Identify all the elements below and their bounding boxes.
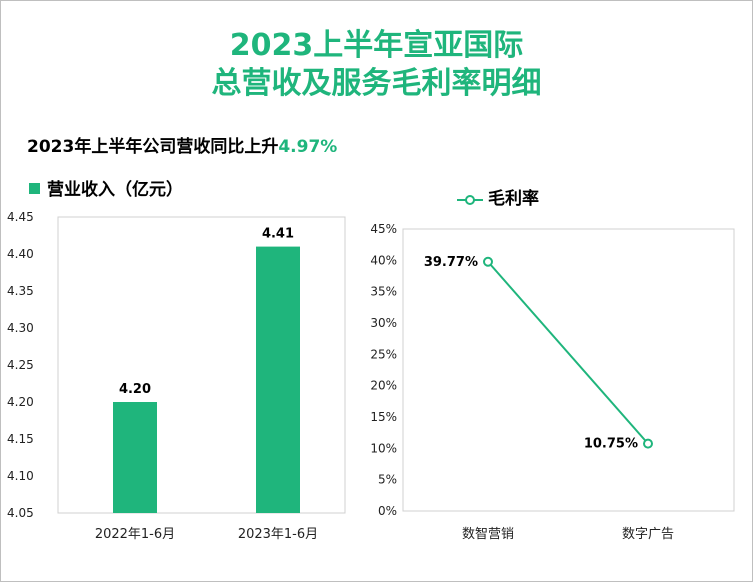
line-y-tick-label: 35%	[370, 285, 397, 299]
bar-legend: 营业收入（亿元）	[29, 175, 183, 200]
bar-legend-label: 营业收入（亿元）	[47, 180, 183, 200]
line-chart: 0% 5% 10% 15% 20% 25% 30% 35% 40% 45% 39.77% 数智营销 10…	[370, 222, 735, 542]
bar	[113, 402, 157, 513]
bar-y-tick-label: 4.25	[7, 358, 34, 372]
line-y-tick-label: 15%	[370, 410, 397, 424]
line-y-tick-label: 40%	[370, 253, 397, 267]
bar-y-tick-label: 4.20	[7, 395, 34, 409]
subtitle: 2023年上半年公司营收同比上升4.97%	[27, 132, 337, 157]
line-legend-label: 毛利率	[488, 189, 539, 209]
bar-x-tick-label: 2022年1-6月	[95, 527, 175, 542]
subtitle-highlight: 4.97%	[278, 137, 338, 157]
line-value-label: 39.77%	[424, 255, 478, 270]
subtitle-prefix: 2023年上半年公司营收同比上升	[27, 137, 279, 157]
bar-x-tick-label: 2023年1-6月	[238, 527, 318, 542]
bar-chart: 4.05 4.10 4.15 4.20 4.25 4.30 4.35 4.40 4.45 4.20…	[7, 210, 346, 542]
bar-y-tick-label: 4.45	[7, 210, 34, 224]
bar-value-label: 4.41	[262, 227, 294, 242]
line-y-tick-label: 10%	[370, 441, 397, 455]
bar-y-tick-label: 4.10	[7, 469, 34, 483]
bar-plot-border	[57, 216, 346, 514]
line-y-tick-label: 20%	[370, 379, 397, 393]
bar-legend-swatch	[29, 183, 40, 194]
bar-y-tick-label: 4.30	[7, 321, 34, 335]
bar-value-label: 4.20	[119, 382, 151, 397]
line-value-label: 10.75%	[584, 437, 638, 452]
chart-title-line2: 总营收及服务毛利率明细	[211, 66, 542, 101]
bar-y-tick-label: 4.40	[7, 247, 34, 261]
bar-y-tick-label: 4.35	[7, 284, 34, 298]
line-y-tick-label: 45%	[370, 222, 397, 236]
line-y-tick-label: 5%	[378, 473, 397, 487]
line-plot-border	[402, 228, 735, 512]
line-legend-marker-icon	[457, 195, 483, 205]
line-x-tick-label: 数智营销	[462, 527, 514, 542]
line-y-tick-label: 30%	[370, 316, 397, 330]
line-series	[487, 261, 649, 445]
line-legend: 毛利率	[457, 184, 539, 209]
chart-title-line1: 2023上半年宣亚国际	[229, 28, 524, 63]
line-x-tick-label: 数字广告	[622, 527, 674, 542]
line-y-tick-label: 25%	[370, 347, 397, 361]
bar-y-tick-label: 4.15	[7, 432, 34, 446]
line-point	[643, 438, 653, 449]
line-y-tick-label: 0%	[378, 504, 397, 518]
bar-y-tick-label: 4.05	[7, 506, 34, 520]
line-point	[483, 256, 493, 267]
bar	[256, 246, 300, 513]
